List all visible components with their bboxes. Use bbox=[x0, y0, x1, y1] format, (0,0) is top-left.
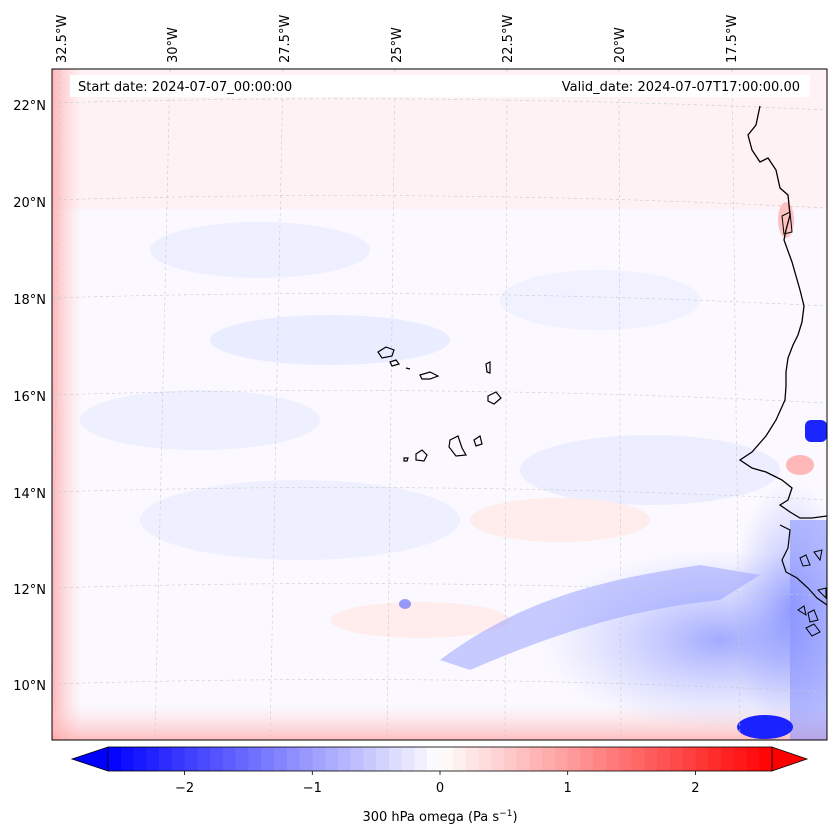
longitude-ticks: 32.5°W 30°W 27.5°W 25°W 22.5°W 20°W 17.5… bbox=[55, 15, 740, 63]
colorbar: −2 −1 0 1 2 300 hPa omega (Pa s−1) bbox=[70, 746, 809, 825]
lat-tick: 20°N bbox=[13, 196, 46, 211]
valid-date-label: Valid_date: 2024-07-07T17:00:00.00 bbox=[562, 80, 800, 95]
latitude-ticks: 22°N 20°N 18°N 16°N 14°N 12°N 10°N bbox=[13, 99, 46, 694]
lon-tick: 22.5°W bbox=[501, 15, 516, 63]
lat-tick: 14°N bbox=[13, 487, 46, 502]
lon-tick: 25°W bbox=[390, 27, 405, 63]
lon-tick: 32.5°W bbox=[55, 15, 70, 63]
colorbar-tick-label: 0 bbox=[436, 781, 444, 796]
lat-tick: 22°N bbox=[13, 99, 46, 114]
lat-tick: 16°N bbox=[13, 390, 46, 405]
lat-tick: 18°N bbox=[13, 293, 46, 308]
colorbar-tick-label: −2 bbox=[175, 781, 194, 796]
map-frame bbox=[51, 68, 828, 741]
colorbar-tick-label: −1 bbox=[303, 781, 322, 796]
guinea-bissau-coast bbox=[779, 524, 827, 606]
colorbar-tick-label: 2 bbox=[691, 781, 699, 796]
colorbar-max-arrow bbox=[771, 746, 809, 772]
lon-tick: 17.5°W bbox=[725, 15, 740, 63]
omega-field bbox=[52, 69, 827, 740]
lon-tick: 20°W bbox=[613, 27, 628, 63]
lat-tick: 10°N bbox=[13, 679, 46, 694]
colorbar-min-arrow bbox=[70, 746, 109, 772]
colorbar-label: 300 hPa omega (Pa s−1) bbox=[362, 809, 517, 825]
colorbar-ticks: −2 −1 0 1 2 bbox=[175, 771, 700, 796]
cape-verde-islands bbox=[377, 346, 502, 462]
african-coastline bbox=[738, 105, 827, 519]
lat-tick: 12°N bbox=[13, 583, 46, 598]
colorbar-bar bbox=[107, 746, 773, 772]
lon-tick: 30°W bbox=[166, 27, 181, 63]
header-box bbox=[70, 75, 810, 97]
colorbar-tick-label: 1 bbox=[564, 781, 572, 796]
graticule bbox=[52, 69, 827, 740]
start-date-label: Start date: 2024-07-07_00:00:00 bbox=[78, 80, 292, 95]
lon-tick: 27.5°W bbox=[278, 15, 293, 63]
